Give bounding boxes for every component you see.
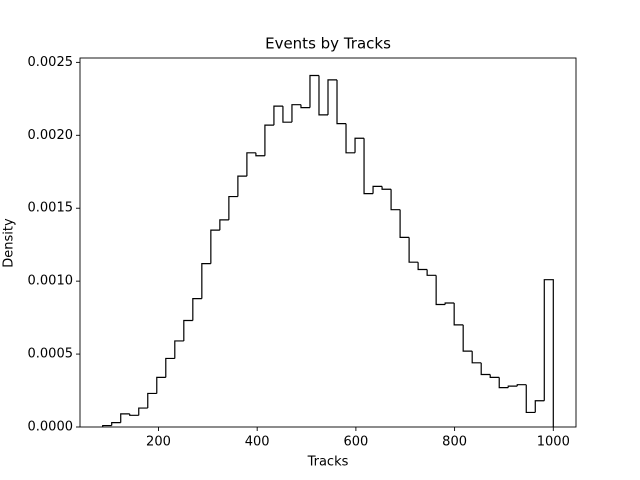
histogram-step: [165, 357, 175, 378]
histogram-step: [525, 384, 536, 414]
histogram-step: [399, 209, 410, 238]
histogram-step: [264, 124, 274, 156]
histogram-step: [318, 75, 328, 116]
histogram-step: [381, 186, 392, 190]
histogram-step: [543, 279, 554, 427]
histogram-step: [507, 385, 518, 388]
histogram-step: [489, 374, 500, 379]
histogram-step: [516, 384, 527, 387]
histogram-step: [435, 275, 446, 306]
histogram-step: [354, 137, 365, 153]
histogram-step: [498, 377, 509, 389]
histogram-step: [138, 407, 148, 416]
histogram-step: [156, 376, 166, 394]
histogram-step: [102, 424, 112, 427]
histogram-step: [534, 400, 545, 413]
histogram-step: [408, 237, 419, 263]
histogram-step: [480, 362, 491, 376]
y-axis-label: Density: [2, 218, 17, 268]
histogram-step: [111, 422, 121, 426]
y-tick-label: 0.0020: [28, 128, 74, 143]
histogram-step: [282, 106, 292, 123]
chart-title: Events by Tracks: [265, 35, 391, 53]
histogram-step: [426, 269, 437, 276]
histogram-step: [228, 195, 238, 220]
histogram-step: [255, 152, 265, 157]
histogram-step: [471, 351, 482, 364]
histogram-step: [363, 138, 374, 195]
histogram-step: [444, 302, 455, 305]
histogram-step: [336, 79, 347, 125]
histogram-step: [417, 262, 428, 271]
histogram-step: [390, 189, 401, 211]
histogram-step: [300, 104, 310, 109]
x-axis-label: Tracks: [307, 455, 349, 470]
histogram-step: [174, 340, 184, 359]
histogram-step: [291, 104, 301, 123]
y-tick-label: 0.0010: [28, 274, 74, 289]
x-tick-label: 400: [245, 435, 270, 450]
x-tick-label: 200: [146, 435, 171, 450]
histogram-step: [183, 319, 193, 341]
y-tick-label: 0.0005: [28, 347, 74, 362]
histogram-step: [201, 263, 211, 299]
histogram-step: [120, 413, 130, 423]
histogram-step: [192, 298, 202, 321]
histogram-step: [237, 175, 247, 197]
histogram-step: [129, 413, 139, 416]
histogram-step: [246, 152, 256, 177]
histogram-step: [327, 79, 338, 115]
plot-frame: [79, 57, 577, 428]
x-tick-label: 800: [442, 435, 467, 450]
histogram-step: [345, 123, 356, 154]
histogram-step: [453, 303, 464, 326]
histogram-step: [210, 229, 220, 264]
x-tick-label: 1000: [537, 435, 570, 450]
histogram-step: [309, 74, 319, 108]
histogram-step: [273, 105, 283, 126]
histogram-step: [219, 219, 229, 231]
y-tick-label: 0.0015: [28, 201, 74, 216]
y-tick-label: 0.0025: [28, 55, 74, 70]
x-tick-label: 600: [343, 435, 368, 450]
histogram-step: [372, 185, 383, 194]
histogram-step: [462, 324, 473, 352]
y-tick-label: 0.0000: [28, 420, 74, 435]
histogram-step: [147, 392, 157, 409]
